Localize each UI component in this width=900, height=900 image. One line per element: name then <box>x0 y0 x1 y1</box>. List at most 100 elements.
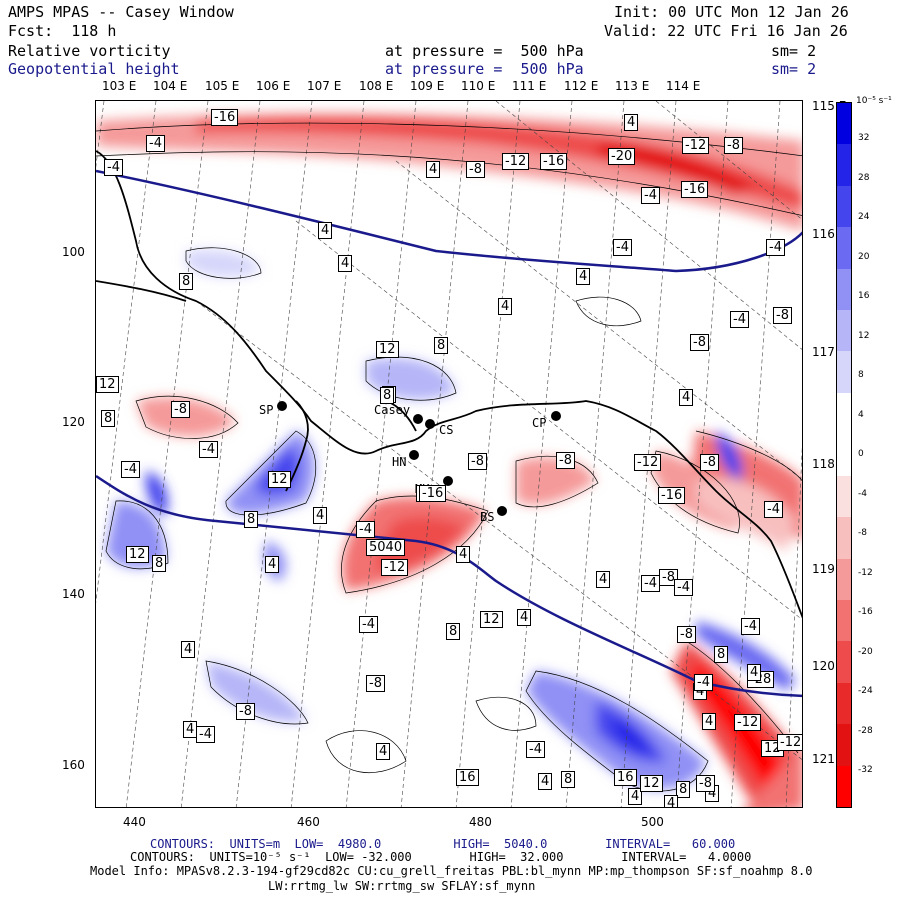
contour-value-label: -12 <box>777 734 802 751</box>
contour-value-label: 4 <box>318 222 333 239</box>
contour-value-label: 4 <box>596 571 611 588</box>
top-lon-label: 110 E <box>461 79 496 93</box>
contour-value-label: -4 <box>741 618 760 635</box>
contour-value-label: 4 <box>679 389 694 406</box>
contour-value-label: 8 <box>446 623 461 640</box>
colorbar-label: 16 <box>858 291 870 301</box>
colorbar-segment <box>837 475 851 518</box>
contour-value-label: 4 <box>498 298 513 315</box>
contour-value-label: -4 <box>196 726 215 743</box>
contour-value-label: -4 <box>613 239 632 256</box>
colorbar-segment <box>837 268 851 311</box>
contour-value-label: 8 <box>676 781 691 798</box>
contour-value-label: -8 <box>468 453 487 470</box>
field2-smoothing: sm= 2 <box>771 60 817 78</box>
colorbar-segment <box>837 227 851 270</box>
contour-value-label: -8 <box>773 307 792 324</box>
colorbar-label: -8 <box>858 528 867 538</box>
field1-level: at pressure = 500 hPa <box>385 42 584 60</box>
field1-smoothing: sm= 2 <box>771 42 817 60</box>
contour-value-label: 12 <box>376 341 399 358</box>
contour-value-label: 16 <box>456 769 479 786</box>
contour-value-label: -8 <box>366 675 385 692</box>
contour-value-label: 8 <box>714 646 729 663</box>
contour-value-label: -12 <box>634 454 662 471</box>
field2-name: Geopotential height <box>8 60 180 78</box>
contour-value-label: 4 <box>628 788 643 805</box>
contour-value-label: -8 <box>659 569 678 586</box>
contour-value-label: 4 <box>456 546 471 563</box>
y-axis-tick: 120 <box>62 415 85 429</box>
top-lon-label: 109 E <box>410 79 445 93</box>
x-axis-tick: 460 <box>297 815 320 829</box>
colorbar-label: 8 <box>858 370 864 380</box>
contour-value-label: -4 <box>730 311 749 328</box>
contour-value-label: -4 <box>356 521 375 538</box>
top-lon-label: 113 E <box>615 79 650 93</box>
station-label-casey: Casey <box>374 403 411 417</box>
contour-value-label: 12 <box>268 471 291 488</box>
contour-value-label: 12 <box>126 546 149 563</box>
contour-value-label: -8 <box>724 137 743 154</box>
contour-value-label: -16 <box>211 109 239 126</box>
contour-value-label: 5040 <box>366 539 406 556</box>
top-lon-label: 106 E <box>256 79 291 93</box>
top-lon-label: 103 E <box>102 79 137 93</box>
contour-value-label: -8 <box>171 401 190 418</box>
station-markers <box>277 401 561 516</box>
top-lon-label: 104 E <box>153 79 188 93</box>
contour-value-label: 4 <box>183 721 198 738</box>
contour-value-label: 4 <box>181 641 196 658</box>
colorbar-label: 20 <box>858 251 870 262</box>
contour-value-label: 4 <box>265 556 280 573</box>
y-axis-tick: 140 <box>62 587 85 601</box>
colorbar-label: -16 <box>858 607 873 617</box>
footer-model-info: Model Info: MPASv8.2.3-194-gf29cd82c CU:… <box>90 864 813 878</box>
colorbar-label: -4 <box>858 488 867 499</box>
contour-value-label: -8 <box>690 334 709 351</box>
field1-name: Relative vorticity <box>8 42 171 60</box>
contour-value-label: 4 <box>747 664 762 681</box>
contour-value-label: 16 <box>614 769 637 786</box>
contour-value-label: -4 <box>199 441 218 458</box>
footer-vorticity-contours: CONTOURS: UNITS=10⁻⁵ s⁻¹ LOW= -32.000 HI… <box>130 850 752 864</box>
contour-value-label: 12 <box>480 611 503 628</box>
contour-value-label: 8 <box>561 771 576 788</box>
colorbar-label: 0 <box>858 449 864 459</box>
colorbar-unit: 10⁻⁵ s⁻¹ <box>856 96 892 106</box>
top-lon-label: 108 E <box>359 79 394 93</box>
colorbar-segment <box>837 185 851 228</box>
contour-value-label: 8 <box>152 555 167 572</box>
y-axis-tick: 160 <box>62 758 85 772</box>
contour-value-label: -4 <box>641 575 660 592</box>
contour-value-label: 4 <box>664 795 679 807</box>
contour-value-label: 4 <box>313 507 328 524</box>
contour-value-label: -12 <box>502 153 530 170</box>
station-cs-marker <box>425 419 435 429</box>
contour-value-label: 4 <box>538 773 553 790</box>
contour-value-label: 12 <box>640 775 663 792</box>
contour-value-label: 8 <box>179 273 194 290</box>
top-lon-label: 105 E <box>205 79 240 93</box>
x-axis-tick: 480 <box>469 815 492 829</box>
colorbar-segment <box>837 599 851 642</box>
station-mk-marker <box>443 476 453 486</box>
colorbar-segment <box>837 682 851 725</box>
contour-value-label: -8 <box>700 454 719 471</box>
x-axis-tick: 500 <box>641 815 664 829</box>
valid-time: Valid: 22 UTC Fri 16 Jan 26 <box>604 22 848 40</box>
contour-value-label: 8 <box>380 387 395 404</box>
contour-value-label: -8 <box>236 703 255 720</box>
contour-value-label: -4 <box>694 674 713 691</box>
colorbar-label: -12 <box>858 567 873 578</box>
colorbar-segment <box>837 724 851 767</box>
contour-value-label: -8 <box>677 626 696 643</box>
colorbar-segment <box>837 434 851 477</box>
contour-value-label: -4 <box>641 187 660 204</box>
footer-model-info-2: LW:rrtmg_lw SW:rrtmg_sw SFLAY:sf_mynn <box>268 879 536 893</box>
colorbar <box>836 102 852 808</box>
map-plot[interactable]: SP Casey CS CP HN MK BS -16-4-4-8-12-16-… <box>95 100 803 808</box>
station-casey-marker <box>413 414 423 424</box>
vorticity-shading <box>96 113 802 807</box>
station-label-sp: SP <box>259 403 274 417</box>
